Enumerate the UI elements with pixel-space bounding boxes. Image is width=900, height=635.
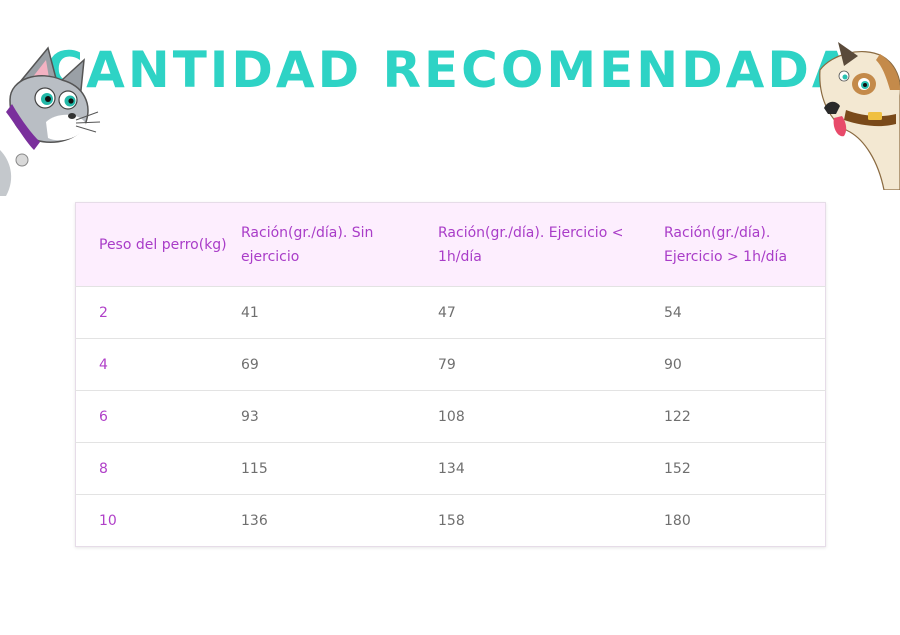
header-exercise-over-1h: Ración(gr./día). Ejercicio > 1h/día	[664, 224, 788, 265]
header-weight: Peso del perro(kg)	[99, 236, 227, 253]
ration-under-1h-cell: 47	[438, 304, 456, 321]
ration-no-exercise-cell: 41	[241, 304, 259, 321]
ration-under-1h-cell: 79	[438, 356, 456, 373]
weight-cell: 6	[99, 408, 108, 425]
ration-no-exercise-cell: 115	[241, 460, 268, 477]
ration-no-exercise-cell: 136	[241, 512, 268, 529]
table-row: 2 41 47 54	[75, 286, 826, 339]
dog-illustration	[819, 42, 900, 190]
header-exercise-under-1h: Ración(gr./día). Ejercicio < 1h/día	[438, 224, 624, 265]
ration-over-1h-cell: 54	[664, 304, 682, 321]
ration-no-exercise-cell: 93	[241, 408, 259, 425]
table-row: 4 69 79 90	[75, 338, 826, 391]
table-row: 8 115 134 152	[75, 442, 826, 495]
page-title: CANTIDAD RECOMENDADA	[46, 41, 854, 99]
weight-cell: 4	[99, 356, 108, 373]
weight-cell: 10	[99, 512, 117, 529]
header-no-exercise: Ración(gr./día). Sin ejercicio	[241, 224, 374, 265]
recommended-amount-table: Peso del perro(kg) Ración(gr./día). Sin …	[75, 202, 826, 547]
table-row: 10 136 158 180	[75, 494, 826, 547]
table-header-row: Peso del perro(kg) Ración(gr./día). Sin …	[75, 202, 826, 287]
weight-cell: 8	[99, 460, 108, 477]
ration-over-1h-cell: 152	[664, 460, 691, 477]
table-row: 6 93 108 122	[75, 390, 826, 443]
ration-under-1h-cell: 134	[438, 460, 465, 477]
ration-over-1h-cell: 90	[664, 356, 682, 373]
ration-under-1h-cell: 108	[438, 408, 465, 425]
ration-no-exercise-cell: 69	[241, 356, 259, 373]
ration-over-1h-cell: 180	[664, 512, 691, 529]
ration-over-1h-cell: 122	[664, 408, 691, 425]
weight-cell: 2	[99, 304, 108, 321]
ration-under-1h-cell: 158	[438, 512, 465, 529]
cat-illustration	[0, 46, 101, 196]
